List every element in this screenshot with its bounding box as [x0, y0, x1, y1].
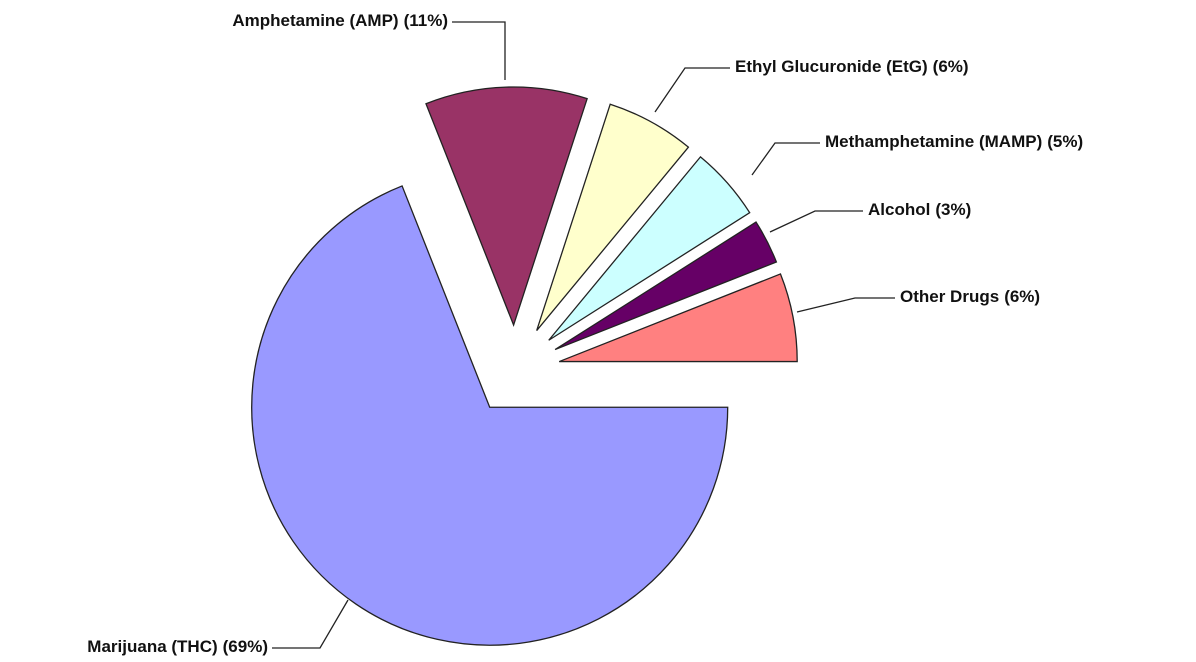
value-label: (3%) — [935, 200, 971, 219]
category-label: Methamphetamine (MAMP) — [825, 132, 1042, 151]
leader-line — [751, 142, 820, 176]
pie-slice — [558, 273, 798, 363]
leader-line — [796, 297, 895, 313]
leader-line — [452, 21, 506, 80]
pie-slice — [251, 185, 729, 646]
slice-label: Other Drugs (6%) — [900, 287, 1040, 306]
value-label: (69%) — [223, 637, 268, 656]
slice-label: Marijuana (THC) (69%) — [87, 637, 268, 656]
category-label: Amphetamine (AMP) — [232, 11, 398, 30]
value-label: (6%) — [1004, 287, 1040, 306]
leader-line — [654, 67, 730, 113]
pie-slice — [554, 221, 778, 351]
category-label: Alcohol — [868, 200, 930, 219]
slice-label: Alcohol (3%) — [868, 200, 971, 219]
pie-slice — [536, 103, 690, 331]
value-label: (6%) — [933, 57, 969, 76]
pie-slice — [425, 86, 588, 327]
pie-slice — [548, 155, 751, 341]
slice-label: Ethyl Glucuronide (EtG) (6%) — [735, 57, 969, 76]
category-label: Ethyl Glucuronide (EtG) — [735, 57, 928, 76]
slice-label: Amphetamine (AMP) (11%) — [232, 11, 448, 30]
leader-line — [272, 599, 349, 649]
value-label: (11%) — [404, 11, 448, 30]
slice-label: Methamphetamine (MAMP) (5%) — [825, 132, 1083, 151]
category-label: Marijuana (THC) — [87, 637, 217, 656]
value-label: (5%) — [1047, 132, 1083, 151]
category-label: Other Drugs — [900, 287, 999, 306]
leader-line — [769, 210, 863, 233]
